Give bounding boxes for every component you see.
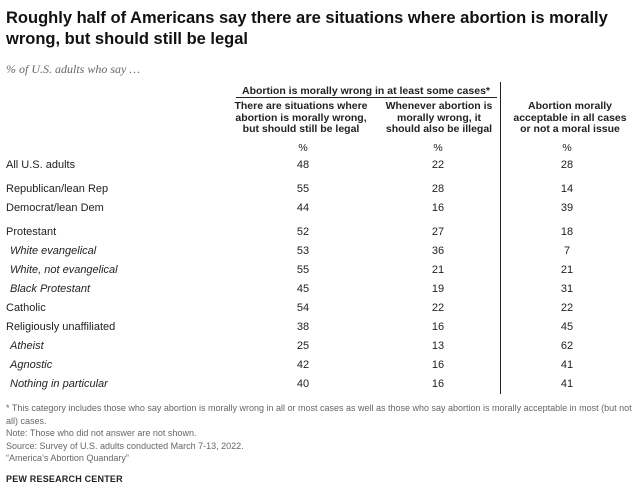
- footnotes: * This category includes those who say a…: [6, 402, 634, 465]
- row-label: Black Protestant: [10, 283, 91, 295]
- page-title: Roughly half of Americans say there are …: [6, 9, 608, 48]
- value-cell: 53: [296, 245, 310, 257]
- value-cell: 22: [431, 302, 445, 314]
- unit-label: %: [298, 142, 308, 154]
- table-row: White, not evangelical 55 21 21: [0, 264, 639, 282]
- value-cell: 41: [560, 359, 574, 371]
- value-cell: 38: [296, 321, 310, 333]
- table-row: Religiously unaffiliated 38 16 45: [0, 321, 639, 339]
- note-footnote: Note: Those who did not answer are not s…: [6, 428, 197, 439]
- value-cell: 55: [296, 264, 310, 276]
- table-row: Nothing in particular 40 16 41: [0, 378, 639, 396]
- table-row: All U.S. adults 48 22 28: [0, 159, 639, 177]
- row-label: Protestant: [6, 226, 57, 238]
- value-cell: 31: [560, 283, 574, 295]
- value-cell: 13: [431, 340, 445, 352]
- value-cell: 28: [560, 159, 574, 171]
- value-cell: 52: [296, 226, 310, 238]
- table-row: White evangelical 53 36 7: [0, 245, 639, 263]
- value-cell: 14: [560, 183, 574, 195]
- column-header-morally-acceptable: Abortion morally acceptable in all cases…: [513, 100, 627, 135]
- column-header-wrong-and-illegal: Whenever abortion is morally wrong, it s…: [385, 100, 493, 135]
- row-label: Democrat/lean Dem: [6, 202, 104, 214]
- value-cell: 16: [431, 202, 445, 214]
- value-cell: 19: [431, 283, 445, 295]
- row-label: Agnostic: [10, 359, 53, 371]
- column-header-legal-but-wrong: There are situations where abortion is m…: [234, 100, 368, 135]
- row-label: Catholic: [6, 302, 46, 314]
- value-cell: 62: [560, 340, 574, 352]
- subtitle: % of U.S. adults who say …: [6, 62, 141, 76]
- row-label: Atheist: [10, 340, 44, 352]
- value-cell: 21: [560, 264, 574, 276]
- value-cell: 41: [560, 378, 574, 390]
- group-header: Abortion is morally wrong in at least so…: [242, 85, 490, 97]
- value-cell: 16: [431, 378, 445, 390]
- value-cell: 48: [296, 159, 310, 171]
- row-label: Religiously unaffiliated: [6, 321, 116, 333]
- value-cell: 54: [296, 302, 310, 314]
- value-cell: 16: [431, 359, 445, 371]
- row-label: Republican/lean Rep: [6, 183, 109, 195]
- table-row: Atheist 25 13 62: [0, 340, 639, 358]
- value-cell: 25: [296, 340, 310, 352]
- value-cell: 42: [296, 359, 310, 371]
- source-footnote: Source: Survey of U.S. adults conducted …: [6, 440, 244, 451]
- pew-logo-text: PEW RESEARCH CENTER: [6, 474, 123, 484]
- table-row: Protestant 52 27 18: [0, 226, 639, 244]
- table-row: Catholic 54 22 22: [0, 302, 639, 320]
- value-cell: 28: [431, 183, 445, 195]
- report-title-footnote: “America’s Abortion Quandary”: [6, 453, 129, 464]
- asterisk-footnote: * This category includes those who say a…: [6, 403, 632, 426]
- row-label: White evangelical: [10, 245, 97, 257]
- value-cell: 36: [431, 245, 445, 257]
- group-header-divider: [236, 97, 497, 98]
- table-row: Democrat/lean Dem 44 16 39: [0, 202, 639, 220]
- row-label: All U.S. adults: [6, 159, 76, 171]
- table-row: Black Protestant 45 19 31: [0, 283, 639, 301]
- value-cell: 22: [431, 159, 445, 171]
- column-divider: [500, 82, 501, 394]
- value-cell: 16: [431, 321, 445, 333]
- value-cell: 45: [560, 321, 574, 333]
- row-label: Nothing in particular: [10, 378, 108, 390]
- value-cell: 18: [560, 226, 574, 238]
- value-cell: 22: [560, 302, 574, 314]
- row-label: White, not evangelical: [10, 264, 118, 276]
- unit-label: %: [562, 142, 572, 154]
- table-row: Republican/lean Rep 55 28 14: [0, 183, 639, 201]
- value-cell: 39: [560, 202, 574, 214]
- unit-label: %: [433, 142, 443, 154]
- value-cell: 55: [296, 183, 310, 195]
- value-cell: 45: [296, 283, 310, 295]
- value-cell: 7: [563, 245, 571, 257]
- value-cell: 27: [431, 226, 445, 238]
- value-cell: 44: [296, 202, 310, 214]
- value-cell: 21: [431, 264, 445, 276]
- table-row: Agnostic 42 16 41: [0, 359, 639, 377]
- value-cell: 40: [296, 378, 310, 390]
